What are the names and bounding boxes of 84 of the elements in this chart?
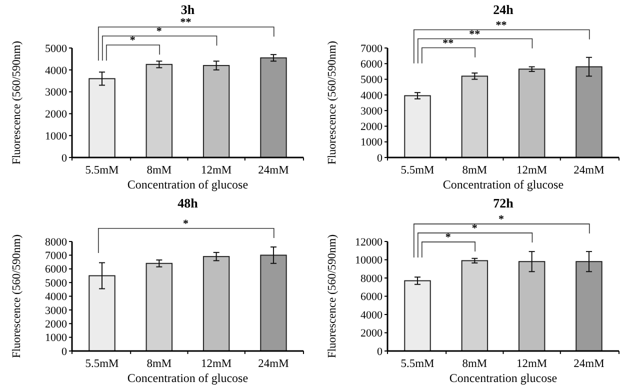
y-tick-label: 6000 <box>360 291 383 304</box>
bar <box>576 261 602 352</box>
x-tick-label: 8mM <box>462 358 488 370</box>
bar <box>202 256 230 352</box>
x-tick-label: 24mM <box>258 358 289 370</box>
bar <box>88 78 116 158</box>
y-tick-label: 0 <box>62 152 68 164</box>
x-axis-title: Concentration of glucose <box>127 371 248 385</box>
x-axis-title: Concentration glucose <box>449 371 558 385</box>
x-tick-label: 5.5mM <box>85 358 119 370</box>
y-tick-label: 2000 <box>360 328 383 340</box>
bar <box>576 66 602 158</box>
x-axis-title: Concentration of glucose <box>442 178 564 192</box>
text: ** <box>469 28 481 40</box>
x-tick-label: 12mM <box>200 164 232 176</box>
y-tick-label: 1000 <box>45 332 68 344</box>
y-tick-label: 5000 <box>45 42 68 55</box>
text: * <box>472 222 478 235</box>
bar <box>518 68 546 158</box>
y-tick-label: 4000 <box>45 64 68 77</box>
annotation: ** <box>442 37 454 50</box>
y-tick-label: 2000 <box>45 318 68 330</box>
x-tick-label: 12mM <box>516 164 548 176</box>
y-tick-label: 2000 <box>360 121 383 134</box>
y-tick-label: 0 <box>377 152 383 164</box>
text: ** <box>180 16 192 29</box>
chart-title: 72h <box>493 196 514 210</box>
x-tick-label: 8mM <box>146 164 172 176</box>
y-tick-label: 8000 <box>45 236 68 248</box>
y-tick-label: 1000 <box>360 136 383 149</box>
y-tick-label: 4000 <box>360 309 383 322</box>
y-tick-label: 0 <box>377 346 383 358</box>
y-tick-label: 3000 <box>45 304 68 317</box>
x-tick-label: 24mM <box>574 164 604 176</box>
x-tick-label: 8mM <box>146 358 172 370</box>
bar <box>88 275 116 352</box>
text: * <box>130 34 136 47</box>
y-tick-label: 7000 <box>45 250 68 262</box>
y-tick-label: 10000 <box>355 254 383 267</box>
x-tick-label: 5.5mM <box>85 164 119 176</box>
y-tick-label: 3000 <box>45 86 68 99</box>
y-tick-label: 12000 <box>355 236 383 248</box>
y-axis-title: Fluorescence (560/590nm) <box>11 40 23 165</box>
x-tick-label: 5.5mM <box>400 358 434 370</box>
y-tick-label: 4000 <box>45 291 68 304</box>
bar <box>404 95 431 158</box>
text: * <box>156 26 162 38</box>
y-tick-label: 5000 <box>360 74 383 86</box>
bar <box>146 64 173 158</box>
bar <box>461 76 488 158</box>
y-tick-label: 6000 <box>45 264 68 276</box>
x-axis-title: Concentration of glucose <box>127 178 248 192</box>
bar <box>518 261 546 352</box>
annotation: * <box>445 232 452 244</box>
y-tick-label: 6000 <box>360 58 383 70</box>
y-tick-label: 3000 <box>360 105 383 118</box>
bar <box>260 57 287 158</box>
bar <box>146 262 173 352</box>
y-tick-label: 2000 <box>45 108 68 121</box>
y-tick-label: 8000 <box>360 272 383 285</box>
chart-title: 24h <box>493 2 514 17</box>
bar <box>260 254 287 352</box>
x-tick-label: 12mM <box>200 358 232 370</box>
text: * <box>183 218 189 230</box>
bar <box>404 280 431 352</box>
x-tick-label: 12mM <box>516 358 548 370</box>
bar <box>202 65 230 158</box>
bar <box>461 260 488 352</box>
y-axis-title: Fluorescence (560/590nm) <box>11 234 23 358</box>
y-axis-title: Fluorescence (560/590nm) <box>326 40 338 165</box>
chart-title: 3h <box>180 2 196 17</box>
x-tick-label: 24mM <box>258 164 289 176</box>
text: ** <box>496 19 508 32</box>
x-tick-label: 5.5mM <box>400 164 434 176</box>
x-tick-label: 24mM <box>574 358 604 370</box>
y-tick-label: 7000 <box>360 42 383 55</box>
text: * <box>498 214 504 226</box>
y-tick-label: 4000 <box>360 90 383 102</box>
y-tick-label: 0 <box>62 346 68 358</box>
x-tick-label: 8mM <box>462 164 488 176</box>
y-tick-label: 5000 <box>45 277 68 290</box>
y-tick-label: 1000 <box>45 130 68 142</box>
y-axis-title: Fluorescence (560/590nm) <box>326 234 338 358</box>
chart-title: 48h <box>178 196 199 210</box>
